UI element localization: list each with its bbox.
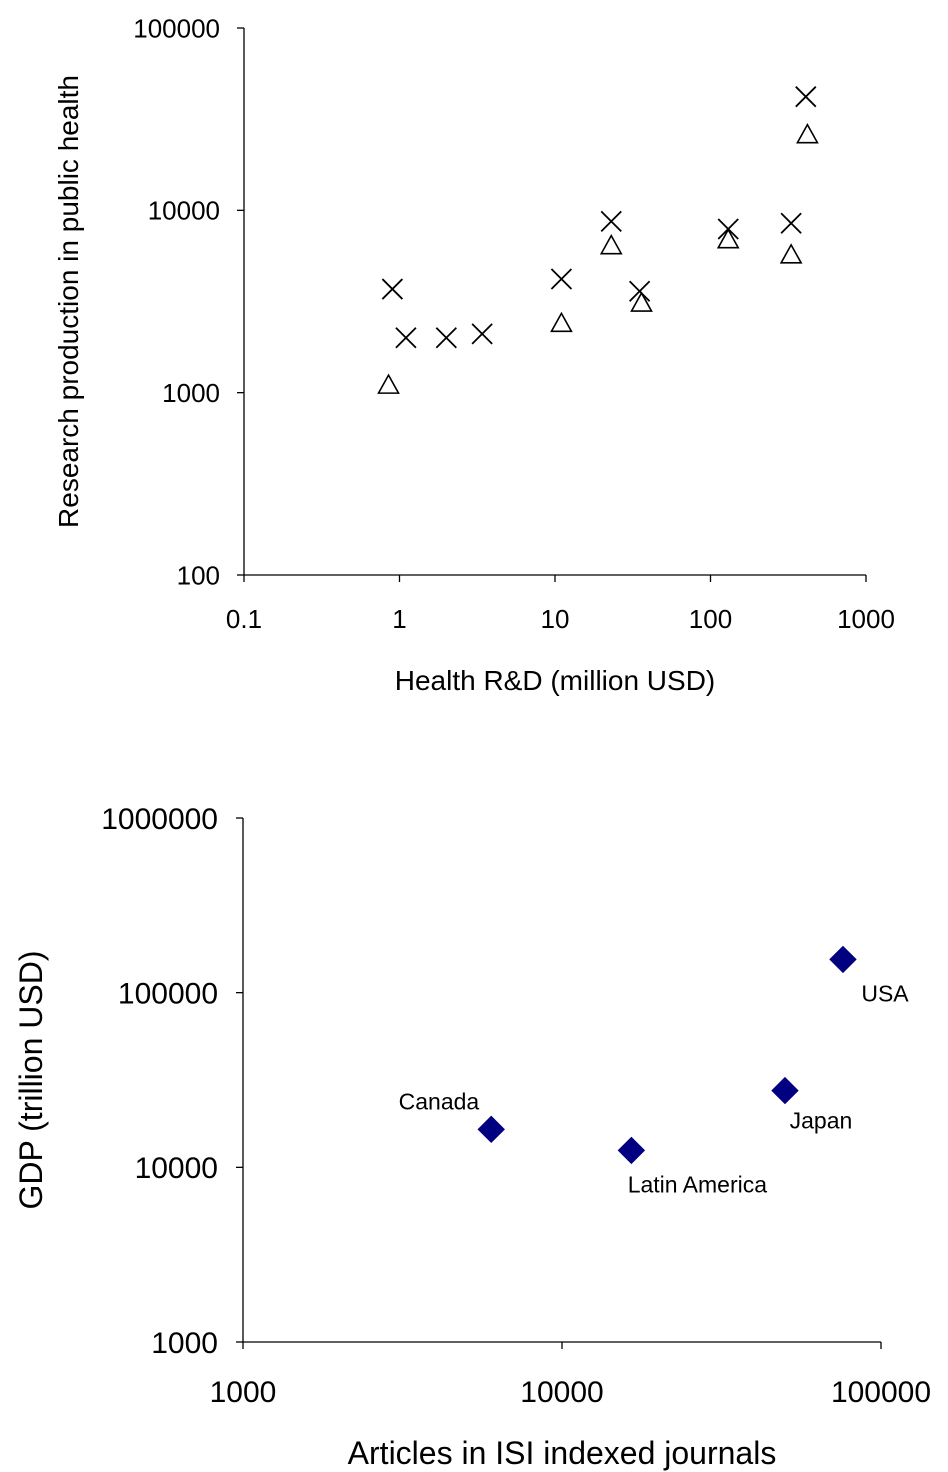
- y-tick-label: 100: [177, 560, 220, 590]
- data-point-x-marker: [795, 86, 817, 108]
- y-tick-label: 100000: [133, 13, 220, 43]
- x-tick-label: 10: [541, 604, 570, 634]
- chart-research-vs-rd: 100 1000 10000 100000 0.1 1 10 100 1000 Health R&…: [53, 13, 895, 696]
- data-point-x-marker: [550, 268, 573, 290]
- data-point-diamond-marker: [617, 1136, 646, 1165]
- data-point-triangle-marker: [377, 373, 400, 394]
- data-point-triangle-marker: [779, 243, 803, 264]
- x-tick-label: 10000: [520, 1376, 603, 1409]
- x-tick-label: 0.1: [226, 604, 262, 634]
- y-tick-label: 10000: [148, 196, 220, 226]
- data-point-diamond-marker: [477, 1115, 505, 1144]
- data-point-x-marker: [435, 327, 457, 349]
- data-point-label: Latin America: [628, 1171, 768, 1197]
- x-tick-label: 1: [392, 604, 406, 634]
- data-point-triangle-marker: [599, 234, 623, 255]
- data-point-diamond-marker: [771, 1076, 799, 1105]
- y-tick-label: 1000: [151, 1327, 218, 1360]
- data-point-x-marker: [600, 210, 622, 232]
- x-axis-title: Articles in ISI indexed journals: [348, 1435, 777, 1471]
- data-point-triangle-marker: [630, 291, 653, 312]
- data-point-diamond-marker: [829, 945, 857, 974]
- x-tick-label: 100000: [831, 1376, 931, 1409]
- x-tick-label: 100: [689, 604, 732, 634]
- data-point-x-marker: [471, 323, 493, 345]
- y-tick-label: 1000: [162, 378, 220, 408]
- data-point-x-marker: [381, 278, 404, 300]
- data-point-triangle-marker: [550, 311, 573, 333]
- chart-gdp-vs-articles: 1000 10000 100000 1000000 1000 10000 100000 Art…: [13, 803, 931, 1471]
- y-tick-label: 1000000: [101, 803, 218, 836]
- data-point-x-marker: [780, 212, 802, 234]
- y-axis-title: Research production in public health: [53, 75, 84, 528]
- x-axis-title: Health R&D (million USD): [395, 665, 716, 696]
- data-point-x-marker: [628, 280, 651, 302]
- data-point-label: Japan: [790, 1108, 853, 1134]
- y-axis-title: GDP (trillion USD): [13, 951, 49, 1210]
- data-point-label: USA: [861, 980, 909, 1006]
- data-point-triangle-marker: [796, 123, 819, 144]
- x-tick-label: 1000: [210, 1376, 277, 1409]
- data-point-triangle-marker: [716, 228, 740, 249]
- x-tick-label: 1000: [837, 604, 895, 634]
- y-tick-label: 100000: [118, 977, 218, 1010]
- data-point-x-marker: [395, 327, 417, 349]
- data-point-label: Canada: [399, 1088, 480, 1114]
- y-tick-label: 10000: [135, 1152, 218, 1185]
